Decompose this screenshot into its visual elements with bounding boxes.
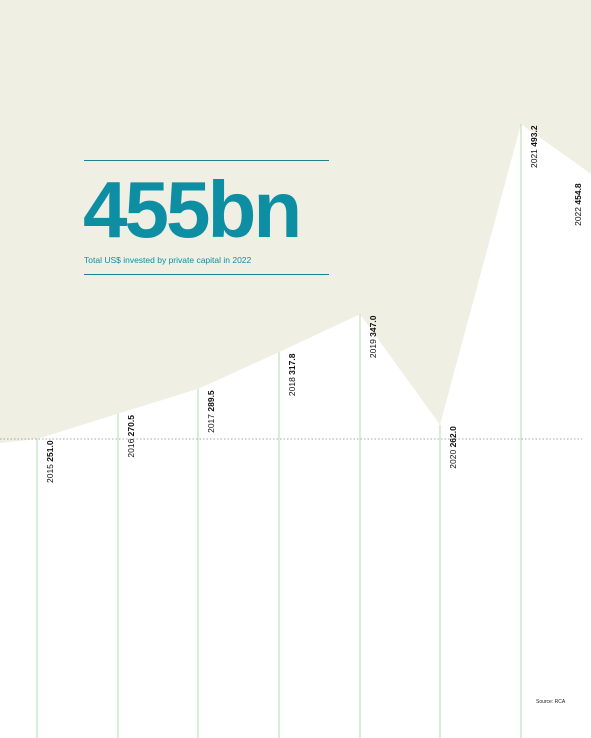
year-label-2020: 2020 xyxy=(448,447,458,468)
value-label-2021: 493.2 xyxy=(529,125,539,147)
headline-caption: Total US$ invested by private capital in… xyxy=(84,255,252,265)
data-label-2018: 2018 317.8 xyxy=(287,353,297,396)
source-note: Source: RCA xyxy=(536,699,566,705)
headline-bottom-rule xyxy=(84,274,329,275)
year-label-2017: 2017 xyxy=(206,412,216,433)
value-label-2019: 347.0 xyxy=(368,315,378,337)
data-label-2020: 2020 262.0 xyxy=(448,426,458,469)
year-label-2016: 2016 xyxy=(126,436,136,457)
value-label-2020: 262.0 xyxy=(448,426,458,448)
data-label-2022: 2022 454.8 xyxy=(573,183,583,226)
value-label-2017: 289.5 xyxy=(206,390,216,412)
data-label-2016: 2016 270.5 xyxy=(126,415,136,458)
value-label-2018: 317.8 xyxy=(287,353,297,375)
value-label-2022: 454.8 xyxy=(573,183,583,205)
value-label-2015: 251.0 xyxy=(45,440,55,462)
headline-value: 455bn xyxy=(83,165,302,254)
year-label-2015: 2015 xyxy=(45,462,55,483)
data-label-2017: 2017 289.5 xyxy=(206,390,216,433)
area-fill xyxy=(0,0,591,443)
year-label-2018: 2018 xyxy=(287,375,297,396)
year-label-2019: 2019 xyxy=(368,337,378,358)
year-label-2021: 2021 xyxy=(529,147,539,168)
value-label-2016: 270.5 xyxy=(126,415,136,437)
data-label-2021: 2021 493.2 xyxy=(529,125,539,168)
data-label-2019: 2019 347.0 xyxy=(368,315,378,358)
headline-top-rule xyxy=(84,160,329,161)
year-label-2022: 2022 xyxy=(573,205,583,226)
data-label-2015: 2015 251.0 xyxy=(45,440,55,483)
